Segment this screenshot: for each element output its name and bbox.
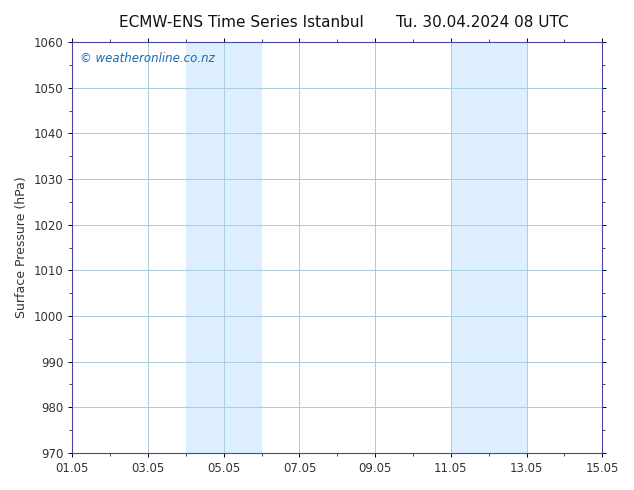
Text: ECMW-ENS Time Series Istanbul: ECMW-ENS Time Series Istanbul xyxy=(119,15,363,30)
Bar xyxy=(186,42,262,453)
Bar xyxy=(451,42,527,453)
Y-axis label: Surface Pressure (hPa): Surface Pressure (hPa) xyxy=(15,176,28,318)
Text: © weatheronline.co.nz: © weatheronline.co.nz xyxy=(81,52,215,65)
Text: Tu. 30.04.2024 08 UTC: Tu. 30.04.2024 08 UTC xyxy=(396,15,568,30)
